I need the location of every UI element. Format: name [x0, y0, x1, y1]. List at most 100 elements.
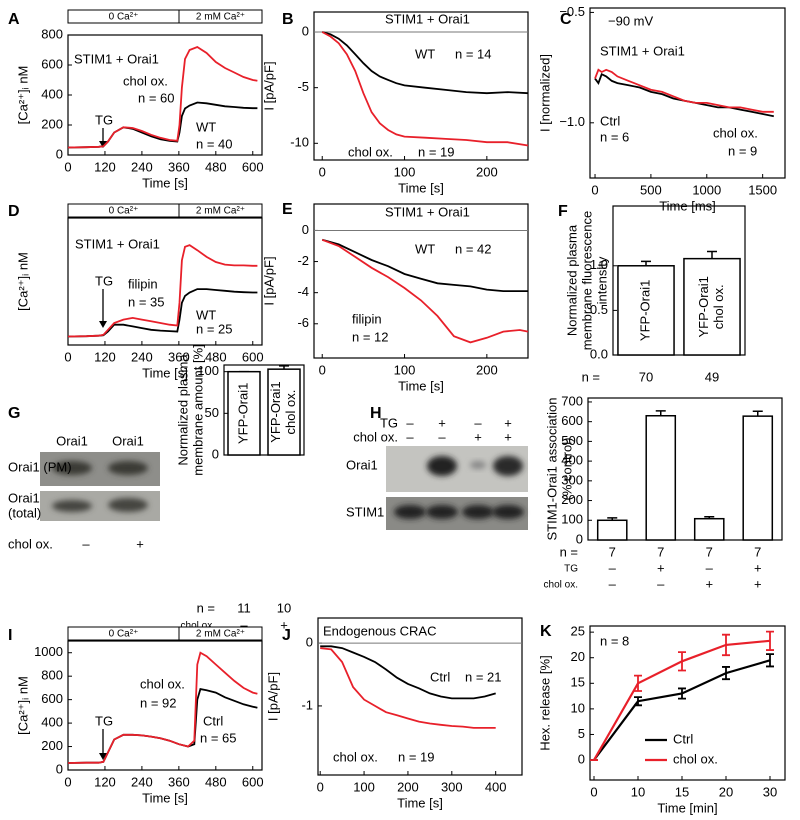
y-axis-label: [Ca²⁺]ᵢ nM	[15, 252, 30, 311]
series-label: filipin	[352, 311, 382, 326]
x-tick-label: 0	[319, 164, 326, 179]
row-cell: –	[609, 576, 617, 591]
blot-condition-cell: –	[406, 415, 414, 430]
blot-row-label: (total)	[8, 505, 41, 520]
y-tick-label: 200	[41, 738, 63, 753]
row-cell: 7	[706, 544, 713, 559]
solution-bar	[67, 203, 263, 218]
row-cell: 7	[609, 544, 616, 559]
blot-condition-label: TG	[380, 415, 398, 430]
blot-condition-cell: +	[474, 429, 482, 444]
x-tick-label: 600	[242, 349, 264, 364]
panel-label: K	[540, 623, 552, 640]
y-axis-label: membrane amount [%]	[190, 344, 205, 476]
y-axis-label: Hex. release [%]	[537, 655, 552, 750]
y-axis-label: intensity	[594, 256, 609, 304]
y-tick-label: 0.5	[590, 302, 608, 317]
error-bar	[655, 410, 666, 416]
series-label: chol ox.	[333, 749, 378, 764]
plot-frame	[67, 217, 263, 346]
y-tick-label: -6	[297, 315, 309, 330]
x-tick-label: 120	[94, 159, 116, 174]
x-tick-label: 0	[591, 182, 598, 197]
x-tick-label: 1500	[748, 182, 777, 197]
series-label: Ctrl	[203, 713, 223, 728]
series-label: chol ox.	[123, 73, 168, 88]
trace	[320, 647, 496, 729]
category-label: YFP-Orai1	[696, 276, 711, 337]
x-tick-label: 0	[590, 784, 597, 799]
error-bar	[722, 666, 730, 681]
panel-label: F	[558, 203, 568, 220]
x-axis-label: Time [min]	[657, 800, 717, 815]
trace	[67, 244, 258, 338]
x-tick-label: 480	[205, 159, 227, 174]
error-bar	[766, 630, 774, 651]
annotation: n = 60	[138, 90, 175, 105]
y-tick-label: 10	[571, 700, 585, 715]
series-label: Ctrl	[430, 669, 450, 684]
blot-band	[427, 456, 457, 476]
annotation: STIM1 + Orai1	[74, 51, 159, 66]
y-tick-label: 600	[41, 691, 63, 706]
y-tick-label: 20	[571, 649, 585, 664]
row-cell: +	[754, 560, 762, 575]
panel-label: H	[370, 405, 382, 422]
x-tick-label: 360	[168, 349, 190, 364]
blot-row-label: Orai1	[8, 490, 40, 505]
annotation: STIM1 + Orai1	[600, 43, 685, 58]
x-tick-label: 240	[131, 159, 153, 174]
blot-g: Orai1 Orai1 Orai1 (PM) Orai1 (total) cho…	[8, 433, 160, 551]
bar	[693, 517, 725, 541]
panel-label: E	[282, 201, 293, 218]
x-tick-label: 400	[485, 779, 507, 794]
x-tick-label: 200	[476, 362, 498, 377]
arrow-head	[99, 321, 107, 328]
trace	[320, 645, 496, 700]
error-bar	[752, 410, 763, 417]
row-cell: –	[706, 560, 714, 575]
x-tick-label: 600	[242, 774, 264, 789]
y-axis-label: [Ca²⁺]ᵢ nM	[15, 676, 30, 735]
solution-label: 0 Ca²⁺	[109, 206, 139, 217]
solution-label: 2 mM Ca²⁺	[196, 12, 245, 23]
x-tick-label: 500	[640, 182, 662, 197]
plot-frame	[313, 11, 529, 161]
legend-label: chol ox.	[673, 751, 718, 766]
bar	[227, 370, 261, 456]
plot-frame	[313, 203, 529, 359]
x-tick-label: 600	[242, 159, 264, 174]
solution-label: 2 mM Ca²⁺	[196, 629, 245, 640]
y-tick-label: 50	[205, 405, 219, 420]
plot-frame	[587, 397, 783, 541]
x-tick-label: 240	[131, 349, 153, 364]
trace	[321, 31, 529, 147]
row-cell: +	[280, 617, 288, 632]
blot-row-label: STIM1	[346, 504, 384, 519]
row-cell: 70	[639, 369, 653, 384]
y-axis-label: STIM1-Orai1 association	[544, 397, 559, 540]
x-axis-label: Time [s]	[397, 795, 443, 810]
blot-condition-cell: –	[438, 429, 446, 444]
x-tick-label: 100	[394, 164, 416, 179]
y-tick-label: 0	[576, 531, 583, 546]
x-tick-label: 0	[64, 774, 71, 789]
blot-column-label: Orai1	[56, 433, 88, 448]
error-bar	[707, 250, 717, 259]
row-cell: 49	[705, 369, 719, 384]
row-cell: 7	[754, 544, 761, 559]
plot-frame	[67, 640, 263, 771]
row-label: TG	[564, 564, 578, 575]
y-tick-label: 0.0	[590, 346, 608, 361]
x-tick-label: 360	[168, 774, 190, 789]
blot-condition-cell: –	[474, 415, 482, 430]
blot-condition-cell: –	[82, 536, 90, 551]
y-tick-label: -1	[301, 697, 313, 712]
annotation: TG	[95, 713, 113, 728]
y-tick-label: -2	[297, 253, 309, 268]
x-tick-label: 300	[441, 779, 463, 794]
y-tick-label: 700	[561, 393, 583, 408]
row-label: chol ox.	[181, 621, 215, 632]
y-tick-label: 800	[41, 668, 63, 683]
solution-bar	[67, 9, 263, 24]
